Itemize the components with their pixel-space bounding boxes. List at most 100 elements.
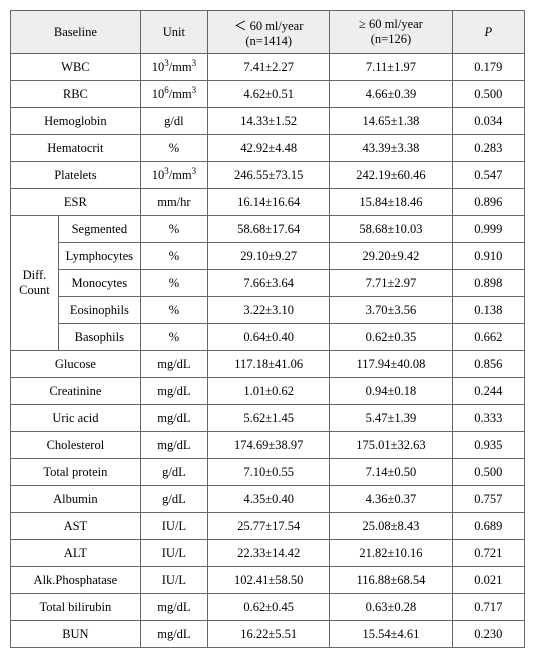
table-row: Diff. CountSegmented%58.68±17.6458.68±10… [11,216,525,243]
row-g1: 3.22±3.10 [208,297,330,324]
row-g1: 102.41±58.50 [208,567,330,594]
row-name: Glucose [11,351,141,378]
row-name: Alk.Phosphatase [11,567,141,594]
row-unit: g/dL [140,486,207,513]
col-header-group2: ≥ 60 ml/year (n=126) [330,11,452,54]
row-g1: 42.92±4.48 [208,135,330,162]
row-unit: mm/hr [140,189,207,216]
row-unit: % [140,216,207,243]
row-unit: % [140,243,207,270]
row-unit: mg/dL [140,432,207,459]
row-g1: 16.14±16.64 [208,189,330,216]
row-g2: 117.94±40.08 [330,351,452,378]
row-unit: mg/dL [140,594,207,621]
row-g1: 0.64±0.40 [208,324,330,351]
row-unit: % [140,270,207,297]
row-unit: 103/mm3 [140,162,207,189]
row-name: Lymphocytes [58,243,140,270]
row-name: Monocytes [58,270,140,297]
row-unit: g/dL [140,459,207,486]
row-p: 0.034 [452,108,524,135]
row-g2: 0.63±0.28 [330,594,452,621]
table-row: Uric acidmg/dL5.62±1.455.47±1.390.333 [11,405,525,432]
row-p: 0.500 [452,459,524,486]
row-p: 0.717 [452,594,524,621]
row-g1: 174.69±38.97 [208,432,330,459]
row-g2: 58.68±10.03 [330,216,452,243]
row-g2: 21.82±10.16 [330,540,452,567]
row-g1: 58.68±17.64 [208,216,330,243]
row-unit: IU/L [140,567,207,594]
row-g2: 29.20±9.42 [330,243,452,270]
row-g2: 7.11±1.97 [330,54,452,81]
table-row: ESRmm/hr16.14±16.6415.84±18.460.896 [11,189,525,216]
row-g2: 3.70±3.56 [330,297,452,324]
row-unit: IU/L [140,540,207,567]
row-g1: 7.10±0.55 [208,459,330,486]
row-name: Creatinine [11,378,141,405]
row-p: 0.896 [452,189,524,216]
row-p: 0.138 [452,297,524,324]
table-row: ALTIU/L22.33±14.4221.82±10.160.721 [11,540,525,567]
row-g2: 242.19±60.46 [330,162,452,189]
row-g2: 43.39±3.38 [330,135,452,162]
table-row: Total proteing/dL7.10±0.557.14±0.500.500 [11,459,525,486]
row-p: 0.757 [452,486,524,513]
diff-count-label: Diff. Count [11,216,59,351]
table-row: Creatininemg/dL1.01±0.620.94±0.180.244 [11,378,525,405]
table-row: Monocytes%7.66±3.647.71±2.970.898 [11,270,525,297]
row-unit: mg/dL [140,378,207,405]
row-name: Basophils [58,324,140,351]
row-g2: 0.62±0.35 [330,324,452,351]
row-g1: 4.35±0.40 [208,486,330,513]
row-unit: % [140,135,207,162]
row-name: Uric acid [11,405,141,432]
table-row: Lymphocytes%29.10±9.2729.20±9.420.910 [11,243,525,270]
row-p: 0.500 [452,81,524,108]
row-g2: 116.88±68.54 [330,567,452,594]
row-g1: 29.10±9.27 [208,243,330,270]
row-name: Albumin [11,486,141,513]
row-name: Total protein [11,459,141,486]
row-g1: 7.41±2.27 [208,54,330,81]
row-g2: 25.08±8.43 [330,513,452,540]
row-unit: 103/mm3 [140,54,207,81]
row-p: 0.021 [452,567,524,594]
table-body: WBC103/mm37.41±2.277.11±1.970.179RBC106/… [11,54,525,648]
table-row: Cholesterolmg/dL174.69±38.97175.01±32.63… [11,432,525,459]
row-g2: 7.71±2.97 [330,270,452,297]
row-g2: 15.54±4.61 [330,621,452,648]
row-g1: 5.62±1.45 [208,405,330,432]
row-name: WBC [11,54,141,81]
row-g1: 1.01±0.62 [208,378,330,405]
row-p: 0.547 [452,162,524,189]
row-g1: 14.33±1.52 [208,108,330,135]
row-p: 0.935 [452,432,524,459]
col-header-p: P [452,11,524,54]
table-row: Platelets103/mm3246.55±73.15242.19±60.46… [11,162,525,189]
table-header-row: Baseline Unit ＜ 60 ml/year (n=1414) ≥ 60… [11,11,525,54]
row-p: 0.999 [452,216,524,243]
row-g2: 4.36±0.37 [330,486,452,513]
row-name: Total bilirubin [11,594,141,621]
table-row: Glucosemg/dL117.18±41.06117.94±40.080.85… [11,351,525,378]
row-p: 0.856 [452,351,524,378]
row-g1: 22.33±14.42 [208,540,330,567]
row-g1: 246.55±73.15 [208,162,330,189]
row-g1: 16.22±5.51 [208,621,330,648]
row-unit: mg/dL [140,405,207,432]
row-name: Cholesterol [11,432,141,459]
row-name: ESR [11,189,141,216]
row-g1: 7.66±3.64 [208,270,330,297]
col-header-baseline: Baseline [11,11,141,54]
table-row: Total bilirubinmg/dL0.62±0.450.63±0.280.… [11,594,525,621]
row-name: Eosinophils [58,297,140,324]
table-row: ASTIU/L25.77±17.5425.08±8.430.689 [11,513,525,540]
row-g2: 5.47±1.39 [330,405,452,432]
table-row: Basophils%0.64±0.400.62±0.350.662 [11,324,525,351]
row-unit: mg/dL [140,351,207,378]
row-name: Hemoglobin [11,108,141,135]
row-p: 0.283 [452,135,524,162]
row-g2: 0.94±0.18 [330,378,452,405]
row-name: ALT [11,540,141,567]
